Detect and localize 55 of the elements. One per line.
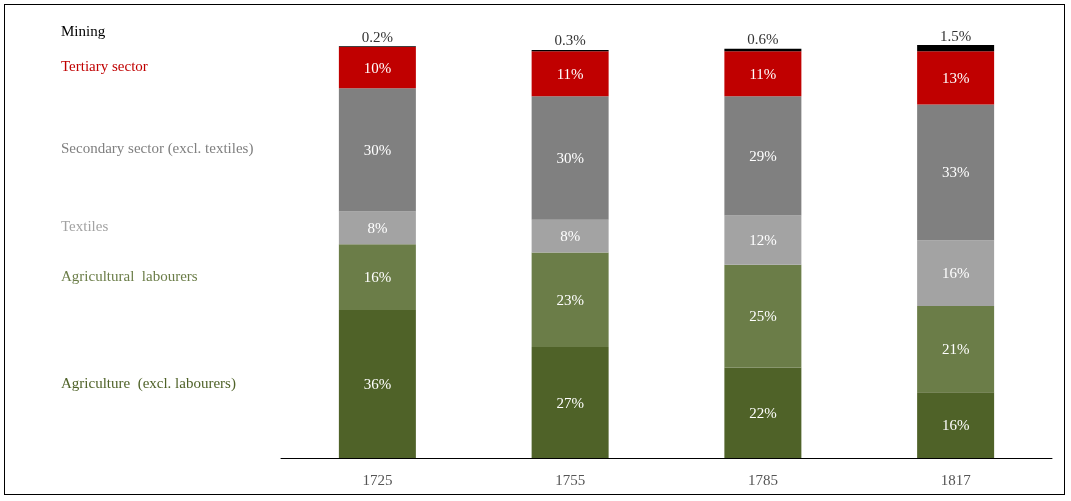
bar xyxy=(724,51,802,97)
data-label: 21% xyxy=(941,341,970,358)
bar xyxy=(531,51,609,97)
bar xyxy=(531,219,609,253)
bar xyxy=(338,244,416,311)
data-label: 0.2% xyxy=(361,28,393,45)
text: Textiles xyxy=(61,218,109,235)
bar xyxy=(338,211,416,245)
bar xyxy=(917,305,995,393)
data-label: 16% xyxy=(363,269,392,286)
bar xyxy=(338,88,416,212)
x-tick-label: 1785 xyxy=(747,471,778,488)
data-label: 13% xyxy=(941,69,970,86)
data-label: 12% xyxy=(749,232,777,249)
data-label: 8% xyxy=(367,219,388,236)
bar xyxy=(531,96,609,220)
bar xyxy=(917,104,995,241)
data-label: 22% xyxy=(749,404,777,421)
data-label: 1.5% xyxy=(940,27,972,44)
data-label: 0.3% xyxy=(554,32,586,49)
data-label: 33% xyxy=(941,164,970,181)
bar xyxy=(917,240,995,306)
data-label: 27% xyxy=(556,394,584,411)
bar xyxy=(338,47,416,89)
text: Agriculture (excl. labourers) xyxy=(61,374,236,392)
bar xyxy=(917,51,995,105)
text: Tertiary sector xyxy=(61,58,148,75)
data-label: 30% xyxy=(363,141,392,158)
x-tick-label: 1817 xyxy=(940,471,972,488)
bar xyxy=(724,215,802,265)
text: Secondary sector (excl. textiles) xyxy=(61,140,254,158)
text: Agricultural labourers xyxy=(61,267,198,284)
data-label: 36% xyxy=(363,376,392,393)
bar xyxy=(917,45,995,52)
data-label: 23% xyxy=(556,291,584,308)
bar xyxy=(917,392,995,458)
data-label: 0.6% xyxy=(747,31,779,48)
data-label: 11% xyxy=(556,65,584,82)
data-label: 10% xyxy=(363,59,392,76)
bar xyxy=(338,310,416,458)
bar xyxy=(531,252,609,348)
x-tick-label: 1725 xyxy=(362,471,393,488)
data-label: 11% xyxy=(749,65,777,82)
bar xyxy=(724,367,802,458)
data-label: 16% xyxy=(941,417,970,434)
bar xyxy=(724,264,802,368)
bar xyxy=(724,96,802,216)
bar xyxy=(531,347,609,458)
data-label: 30% xyxy=(556,150,584,167)
data-label: 16% xyxy=(941,265,970,282)
data-label: 29% xyxy=(749,147,777,164)
text: Mining xyxy=(61,23,106,40)
x-tick-label: 1755 xyxy=(555,471,586,488)
data-label: 8% xyxy=(560,228,581,245)
data-label: 25% xyxy=(749,308,777,325)
